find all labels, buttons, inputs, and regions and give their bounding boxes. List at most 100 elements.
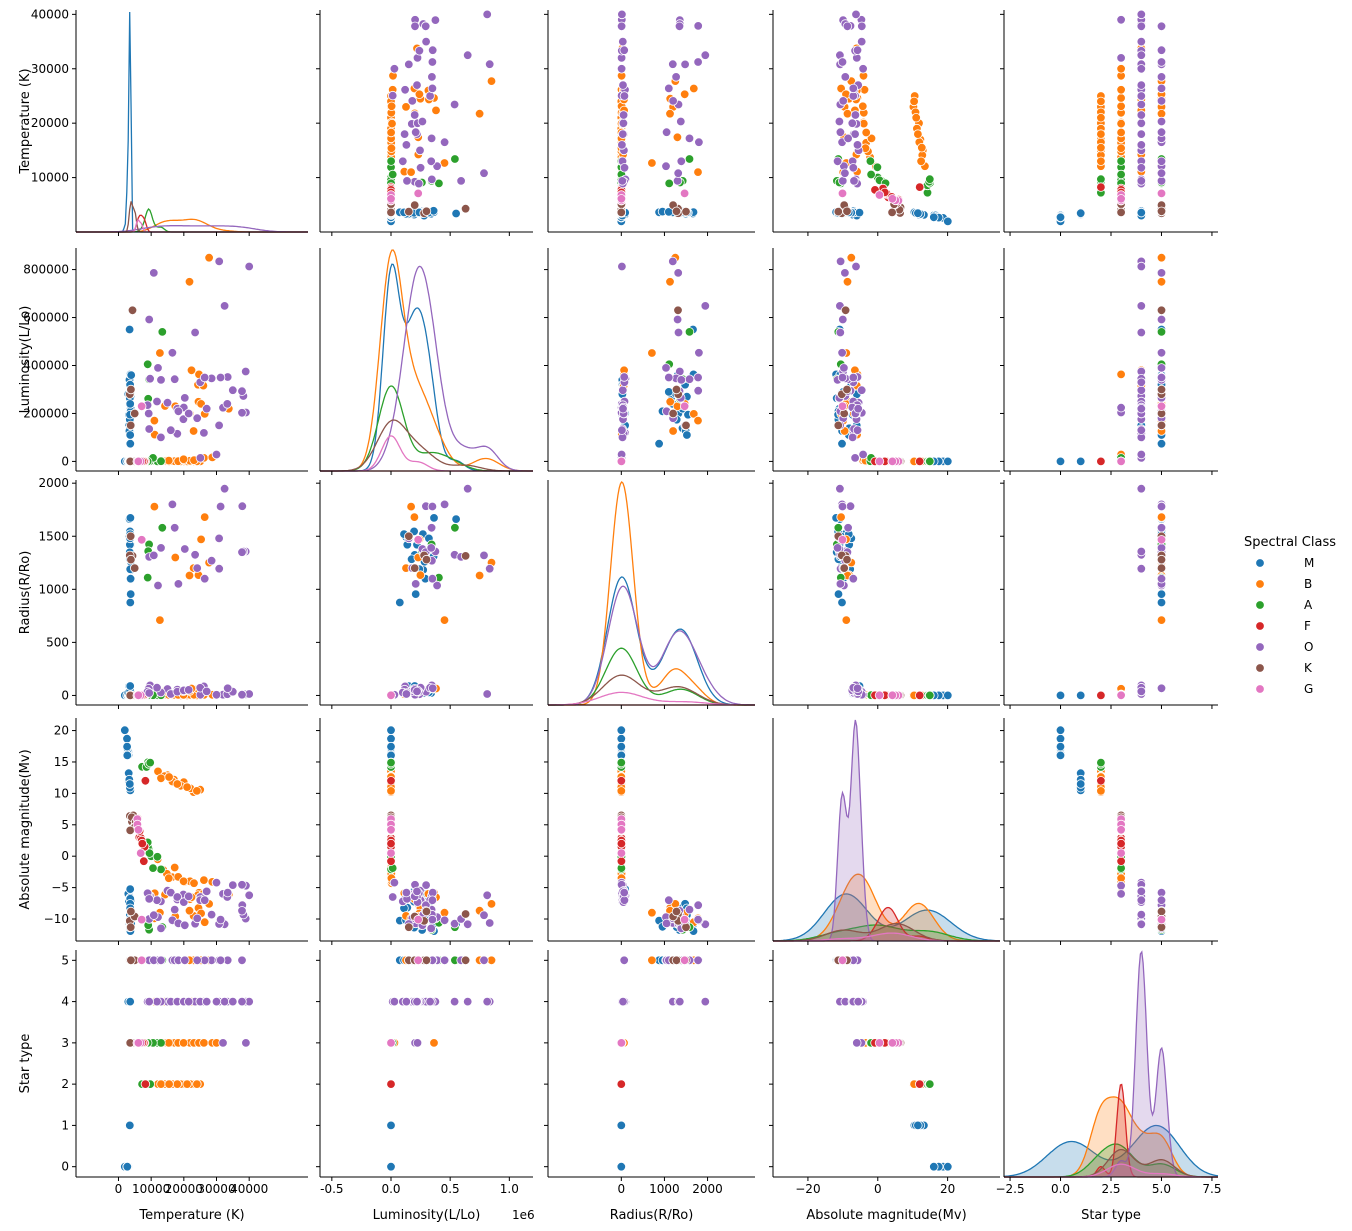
- point-O: [167, 499, 178, 510]
- point-O: [144, 314, 154, 325]
- point-O: [668, 256, 678, 267]
- point-O: [482, 689, 492, 699]
- panel-1-4: [1000, 248, 1218, 475]
- point-O: [388, 90, 398, 101]
- kde-line-K: [320, 419, 533, 472]
- point-O: [426, 156, 436, 167]
- legend-marker-A: [1255, 600, 1265, 610]
- point-O: [144, 996, 154, 1007]
- point-B: [164, 1079, 174, 1089]
- point-O: [449, 996, 460, 1007]
- point-O: [1136, 425, 1147, 435]
- point-B: [841, 615, 852, 625]
- point-B: [474, 108, 485, 119]
- point-M: [913, 1120, 923, 1131]
- point-O: [190, 550, 200, 560]
- point-O: [674, 21, 685, 32]
- point-B: [1116, 93, 1126, 103]
- point-O: [192, 913, 202, 924]
- point-O: [1136, 919, 1147, 930]
- point-B: [386, 127, 396, 138]
- point-O: [412, 80, 422, 90]
- point-O: [1116, 53, 1126, 63]
- point-O: [1156, 895, 1167, 905]
- point-K: [671, 906, 682, 917]
- point-B: [406, 501, 416, 512]
- point-O: [192, 563, 202, 573]
- point-O: [414, 178, 424, 189]
- point-M: [1055, 750, 1066, 761]
- point-A: [684, 327, 695, 337]
- x-axis-label: Radius(R/Ro): [610, 1208, 694, 1223]
- point-M: [122, 750, 133, 761]
- kde-fill-O: [1004, 952, 1218, 1177]
- legend-marker-M: [1255, 558, 1265, 568]
- x-tick-label: 2.5: [1101, 1182, 1120, 1196]
- point-O: [840, 72, 851, 82]
- point-O: [1136, 64, 1147, 74]
- point-M: [1055, 690, 1066, 701]
- point-O: [430, 15, 441, 25]
- point-K: [673, 305, 683, 316]
- point-M: [616, 1161, 627, 1172]
- point-O: [618, 110, 629, 120]
- point-O: [694, 137, 704, 147]
- point-M: [854, 207, 865, 218]
- point-M: [943, 1161, 953, 1172]
- point-G: [413, 535, 423, 545]
- point-A: [157, 523, 168, 533]
- point-G: [1156, 535, 1167, 545]
- point-B: [199, 512, 210, 522]
- x-tick-label: 20000: [165, 1182, 203, 1196]
- point-O: [619, 372, 629, 382]
- point-O: [426, 923, 436, 934]
- point-K: [125, 531, 136, 542]
- kde-fill-K: [1004, 1149, 1218, 1177]
- point-O: [671, 72, 681, 82]
- point-O: [1136, 91, 1147, 101]
- kde-line-O: [76, 225, 308, 233]
- point-A: [1096, 174, 1106, 184]
- point-O: [1156, 72, 1167, 82]
- point-G: [874, 456, 885, 467]
- point-O: [400, 85, 410, 95]
- point-O: [1156, 168, 1167, 178]
- point-G: [1116, 825, 1126, 835]
- point-O: [618, 80, 628, 90]
- legend-marker-G: [1255, 684, 1265, 694]
- point-M: [125, 884, 135, 894]
- kde-fill-G: [773, 933, 1000, 941]
- point-O: [852, 425, 863, 435]
- point-B: [486, 899, 497, 909]
- point-O: [852, 45, 863, 55]
- point-O: [849, 176, 859, 186]
- point-O: [417, 116, 428, 127]
- legend-label: O: [1304, 640, 1313, 654]
- point-M: [1055, 725, 1066, 735]
- point-O: [463, 919, 473, 930]
- point-F: [139, 856, 149, 866]
- point-B: [186, 365, 197, 376]
- kde-line-A: [76, 207, 308, 233]
- point-K: [681, 420, 691, 431]
- kde-fill-B: [773, 874, 1000, 941]
- point-A: [833, 523, 844, 533]
- point-O: [244, 890, 254, 901]
- point-G: [1156, 188, 1167, 199]
- point-O: [835, 127, 846, 137]
- y-tick-label: 30000: [31, 62, 69, 76]
- point-G: [874, 690, 885, 701]
- point-K: [125, 420, 136, 431]
- point-O: [857, 21, 867, 32]
- point-M: [395, 597, 405, 608]
- kde-line-K: [76, 201, 308, 233]
- x-tick-label: 7.5: [1202, 1182, 1221, 1196]
- point-O: [1136, 99, 1147, 110]
- point-G: [887, 194, 898, 204]
- y-tick-label: 10000: [31, 171, 69, 185]
- point-O: [485, 564, 495, 574]
- point-O: [152, 396, 162, 407]
- point-O: [617, 261, 627, 272]
- point-O: [1136, 564, 1147, 574]
- point-O: [1156, 156, 1167, 167]
